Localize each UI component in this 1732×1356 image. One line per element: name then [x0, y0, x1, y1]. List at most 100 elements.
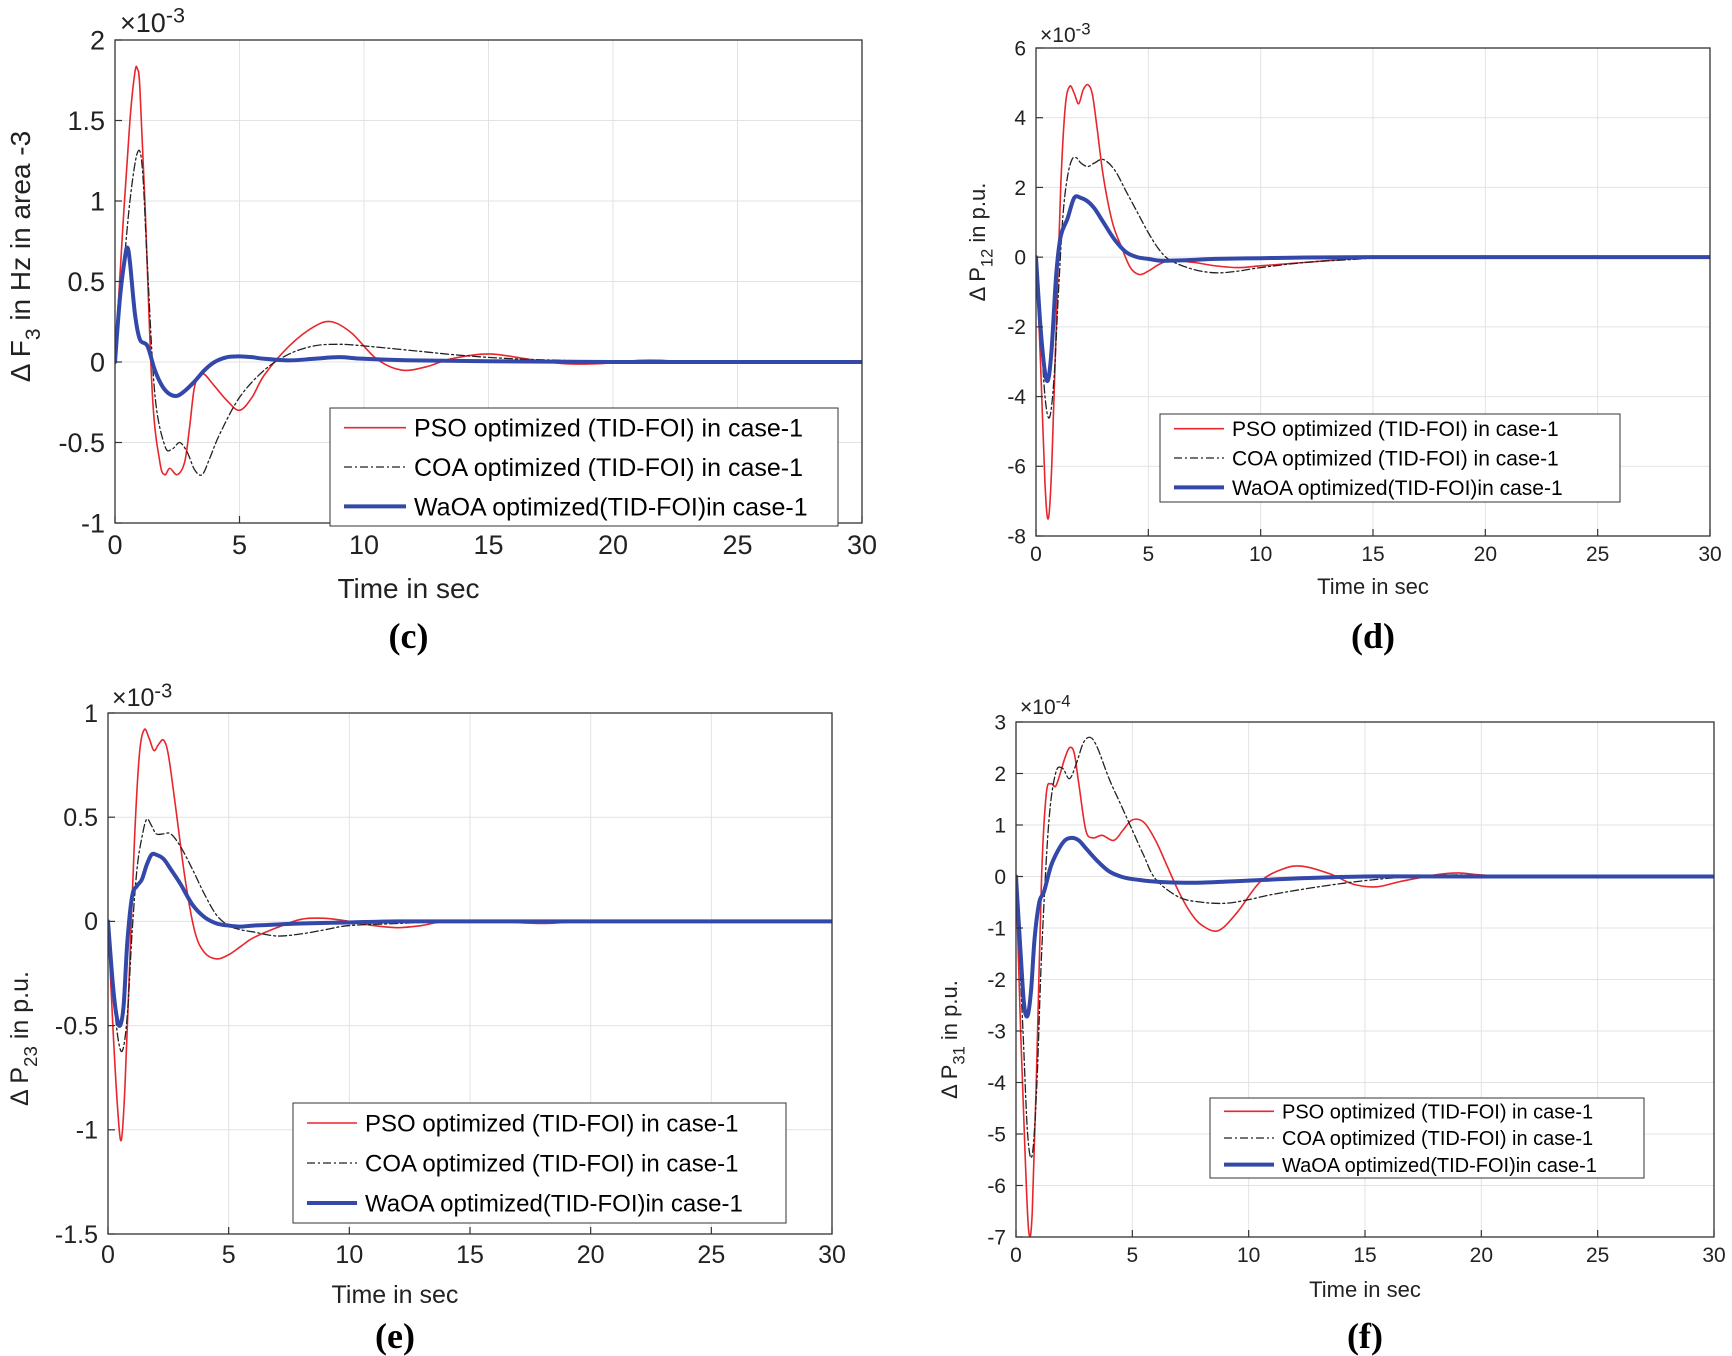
chart-panel-e: 0 5 10 15 20 25 30 -1.5 -1 -0.5 0 0.5 1 ×10-3 Time in … [6, 680, 846, 1356]
legend-entry-waoa: WaOA optimized(TID-FOI)in case-1 [414, 493, 808, 521]
legend-entry-waoa: WaOA optimized(TID-FOI)in case-1 [1282, 1155, 1597, 1177]
y-tick-label: 1.5 [67, 106, 105, 136]
x-tick-label: 0 [1030, 543, 1042, 566]
x-tick-label: 0 [107, 530, 122, 560]
x-tick-label: 0 [101, 1241, 115, 1269]
y-tick-label: -7 [987, 1226, 1006, 1249]
series-line-waoa [1036, 194, 1710, 384]
legend-entry-coa: COA optimized (TID-FOI) in case-1 [414, 454, 803, 482]
legend-entry-pso: PSO optimized (TID-FOI) in case-1 [1232, 418, 1559, 441]
y-tick-label: -0.5 [58, 428, 105, 458]
y-tick-label: 1 [90, 186, 105, 216]
x-tick-label: 30 [847, 530, 877, 560]
x-axis-label: Time in sec [1317, 574, 1429, 599]
y-tick-label: 6 [1014, 37, 1026, 60]
series-line-coa [108, 818, 832, 1053]
panel-label: (c) [389, 616, 429, 656]
x-tick-label: 25 [1586, 1244, 1609, 1267]
y-tick-label: 0 [90, 347, 105, 377]
axis-multiplier: ×10-3 [120, 3, 185, 38]
chart-panel-d: 0 5 10 15 20 25 30 -8 -6 -4 -2 0 2 4 6 ×10-3 Time in sec… [965, 20, 1722, 656]
y-axis-label: Δ P12 in p.u. [965, 183, 997, 302]
series-line-waoa [115, 245, 862, 399]
x-tick-label: 20 [577, 1241, 605, 1269]
x-axis-label: Time in sec [1309, 1277, 1421, 1302]
y-tick-label: 0 [84, 908, 98, 936]
series-line-pso [1016, 746, 1714, 1237]
axis-multiplier: ×10-3 [112, 680, 172, 712]
legend: PSO optimized (TID-FOI) in case-1 COA opt… [292, 1102, 787, 1224]
series-group [115, 65, 862, 476]
legend-entry-coa: COA optimized (TID-FOI) in case-1 [1282, 1128, 1593, 1150]
x-axis-label: Time in sec [332, 1281, 459, 1309]
x-tick-label: 25 [1586, 543, 1609, 566]
legend: PSO optimized (TID-FOI) in case-1 COA opt… [329, 407, 839, 527]
legend: PSO optimized (TID-FOI) in case-1 COA opt… [1209, 1097, 1645, 1179]
legend-box [292, 1102, 787, 1224]
x-tick-label: 10 [1249, 543, 1272, 566]
x-tick-label: 20 [1474, 543, 1497, 566]
y-tick-label: 0 [1014, 246, 1026, 269]
legend-entry-coa: COA optimized (TID-FOI) in case-1 [1232, 448, 1559, 471]
chart-panel-c: 0 5 10 15 20 25 30 -1 -0.5 0 0.5 1 1.5 2 ×10-3 Time in … [5, 3, 877, 656]
x-tick-label: 15 [1361, 543, 1384, 566]
y-tick-label: 1 [84, 700, 98, 728]
legend-entry-coa: COA optimized (TID-FOI) in case-1 [365, 1151, 738, 1178]
y-tick-label: -4 [1007, 386, 1026, 409]
y-tick-label: 2 [90, 25, 105, 55]
x-tick-label: 30 [1702, 1244, 1725, 1267]
x-tick-label: 20 [1470, 1244, 1493, 1267]
x-tick-label: 10 [1237, 1244, 1260, 1267]
y-tick-label: -1.5 [55, 1221, 98, 1249]
y-axis-label: Δ P31 in p.u. [937, 980, 969, 1099]
y-tick-label: 2 [1014, 177, 1026, 200]
y-tick-label: -6 [1007, 456, 1026, 479]
y-tick-label: 0.5 [67, 267, 105, 297]
y-tick-label: -1 [76, 1117, 98, 1145]
legend: PSO optimized (TID-FOI) in case-1 COA opt… [1159, 413, 1621, 503]
y-tick-label: -8 [1007, 525, 1026, 548]
x-tick-label: 30 [1698, 543, 1721, 566]
x-tick-label: 5 [1142, 543, 1154, 566]
x-tick-label: 20 [598, 530, 628, 560]
x-tick-label: 30 [818, 1241, 846, 1269]
series-line-coa [1036, 156, 1710, 419]
y-tick-label: -1 [987, 917, 1006, 940]
y-tick-label: -0.5 [55, 1012, 98, 1040]
legend-entry-pso: PSO optimized (TID-FOI) in case-1 [365, 1111, 738, 1138]
y-tick-label: -2 [1007, 316, 1026, 339]
panel-label: (d) [1351, 616, 1395, 656]
y-axis-label: Δ P23 in p.u. [6, 971, 41, 1106]
series-line-waoa [108, 851, 832, 1028]
x-tick-label: 5 [222, 1241, 236, 1269]
y-tick-label: 2 [994, 763, 1006, 786]
x-axis-label: Time in sec [337, 573, 479, 604]
y-tick-label: -5 [987, 1123, 1006, 1146]
y-axis-label: Δ F3 in Hz in area -3 [5, 131, 45, 382]
axis-multiplier: ×10-3 [1040, 20, 1091, 47]
y-tick-label: 4 [1014, 107, 1026, 130]
legend-entry-waoa: WaOA optimized(TID-FOI)in case-1 [1232, 477, 1563, 500]
y-tick-label: 3 [994, 711, 1006, 734]
x-tick-label: 25 [722, 530, 752, 560]
panel-label: (f) [1347, 1316, 1383, 1356]
x-tick-label: 10 [349, 530, 379, 560]
x-tick-label: 5 [232, 530, 247, 560]
legend-entry-pso: PSO optimized (TID-FOI) in case-1 [1282, 1102, 1593, 1124]
y-tick-label: -1 [81, 508, 105, 538]
legend-box [1159, 413, 1621, 503]
y-tick-label: 0 [994, 866, 1006, 889]
series-line-coa [115, 149, 862, 476]
y-tick-label: -6 [987, 1175, 1006, 1198]
x-tick-label: 5 [1126, 1244, 1138, 1267]
axis-multiplier: ×10-4 [1020, 692, 1071, 719]
y-tick-label: -3 [987, 1020, 1006, 1043]
legend-entry-pso: PSO optimized (TID-FOI) in case-1 [414, 415, 803, 443]
chart-panel-f: 0 5 10 15 20 25 30 -7 -6 -5 -4 -3 -2 -1 0 1 2 3 ×10-4 Time … [937, 692, 1726, 1356]
y-tick-label: -2 [987, 969, 1006, 992]
y-tick-label: 0.5 [63, 804, 98, 832]
series-group [108, 728, 832, 1142]
series-line-coa [1016, 736, 1714, 1159]
x-tick-label: 10 [335, 1241, 363, 1269]
